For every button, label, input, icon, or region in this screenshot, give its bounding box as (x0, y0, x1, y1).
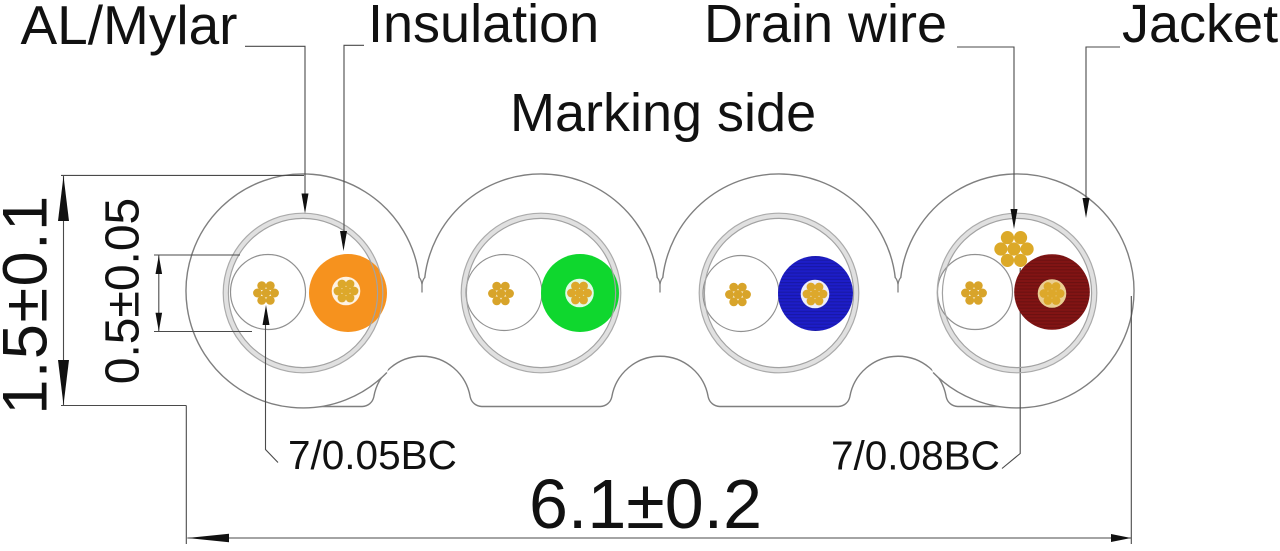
svg-text:0.5±0.05: 0.5±0.05 (97, 198, 150, 385)
svg-text:1.5±0.1: 1.5±0.1 (0, 194, 61, 414)
svg-text:AL/Mylar: AL/Mylar (21, 0, 238, 56)
svg-text:Marking side: Marking side (510, 83, 816, 143)
svg-text:Jacket: Jacket (1122, 0, 1278, 54)
svg-text:7/0.08BC: 7/0.08BC (831, 433, 1000, 479)
svg-text:6.1±0.2: 6.1±0.2 (529, 465, 762, 543)
svg-text:Drain wire: Drain wire (704, 0, 947, 54)
svg-text:Insulation: Insulation (368, 0, 599, 54)
svg-text:7/0.05BC: 7/0.05BC (288, 432, 457, 478)
